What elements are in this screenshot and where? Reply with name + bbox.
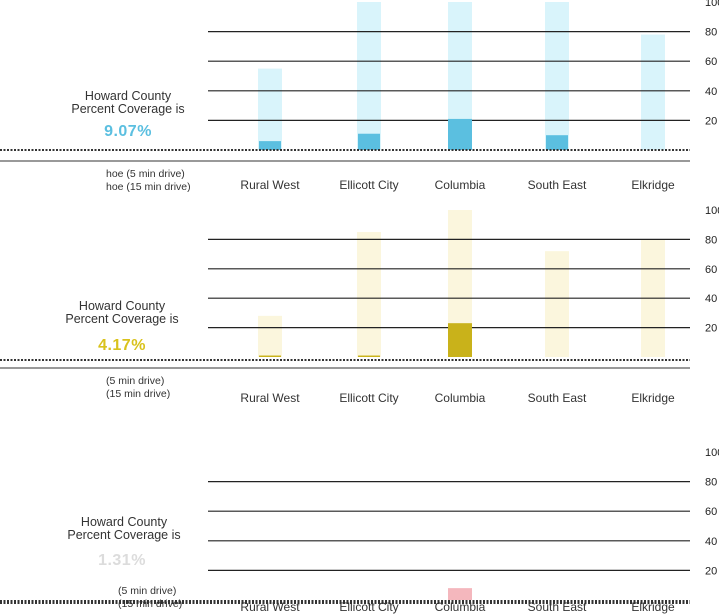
category-label: Columbia — [434, 600, 486, 614]
bar-15min-elkridge — [641, 34, 665, 151]
y-tick-label-20: 20 — [705, 115, 717, 127]
legend-5min: hoe (5 min drive) — [106, 168, 185, 180]
coverage-label-line-2: Percent Coverage is — [71, 102, 185, 116]
coverage-label-line-2: Percent Coverage is — [65, 312, 179, 326]
chart-3-svg: 20 40 60 80 100 — [0, 447, 719, 604]
bar-5min-rural-west — [259, 141, 281, 150]
category-label: Rural West — [240, 391, 300, 405]
y-tick-label-40: 40 — [705, 293, 717, 305]
bar-15min-rural-west — [258, 315, 282, 357]
coverage-label-line-1: Howard County — [84, 89, 172, 103]
chart-panel-2: 20 40 60 80 100 Howard County Percent Covera… — [0, 205, 719, 410]
category-label: South East — [527, 178, 587, 192]
category-label: Rural West — [240, 178, 300, 192]
chart-panel-1: 20 40 60 80 100 Howard County Percent Covera… — [0, 0, 719, 205]
coverage-value: 4.17% — [98, 337, 146, 354]
bar-15min-ellicott-city — [357, 232, 381, 357]
bar-15min-south-east — [545, 251, 569, 357]
bar-5min-ellicott-city — [358, 355, 380, 357]
coverage-label-line-2: Percent Coverage is — [67, 528, 181, 542]
chart-panel-3: 20 40 60 80 100 Howard County Percent Covera… — [0, 410, 719, 614]
y-tick-label-20: 20 — [705, 565, 717, 577]
bar-15min-rural-west — [258, 68, 282, 150]
category-label: Elkridge — [631, 391, 675, 405]
y-tick-label-80: 80 — [705, 234, 717, 246]
legend-5min: (5 min drive) — [118, 585, 177, 597]
coverage-value: 1.31% — [98, 552, 146, 569]
bar-15min-ellicott-city — [357, 2, 381, 150]
y-tick-label-40: 40 — [705, 86, 717, 98]
y-tick-label-80: 80 — [705, 27, 717, 39]
bar-5min-columbia — [448, 588, 472, 600]
y-tick-label-80: 80 — [705, 477, 717, 489]
category-label: Columbia — [434, 391, 486, 405]
y-tick-label-40: 40 — [705, 536, 717, 548]
category-label: Ellicott City — [339, 600, 399, 614]
y-tick-label-60: 60 — [705, 264, 717, 276]
legend-5min: (5 min drive) — [106, 375, 165, 387]
bar-5min-south-east — [546, 135, 568, 150]
legend-15min: hoe (15 min drive) — [106, 181, 191, 193]
coverage-value: 9.07% — [104, 123, 152, 140]
chart-2-svg: 20 40 60 80 100 — [0, 205, 719, 369]
bar-5min-columbia — [448, 323, 472, 357]
bar-5min-columbia — [448, 118, 472, 150]
category-label: Rural West — [240, 600, 300, 614]
legend-15min: (15 min drive) — [118, 598, 183, 610]
legend-15min: (15 min drive) — [106, 388, 171, 400]
category-label: Elkridge — [631, 600, 675, 614]
y-tick-label-100: 100 — [705, 0, 719, 9]
category-label: Ellicott City — [339, 391, 399, 405]
category-label: South East — [527, 600, 587, 614]
y-tick-label-100: 100 — [705, 205, 719, 217]
chart-1-svg: 20 40 60 80 100 — [0, 0, 719, 162]
y-tick-label-20: 20 — [705, 323, 717, 335]
bar-5min-rural-west — [259, 355, 281, 357]
bar-5min-ellicott-city — [358, 133, 380, 150]
category-label: Ellicott City — [339, 178, 399, 192]
category-label: South East — [527, 391, 587, 405]
bar-15min-south-east — [545, 2, 569, 150]
category-label: Elkridge — [631, 178, 675, 192]
y-tick-label-100: 100 — [705, 447, 719, 459]
coverage-label-line-1: Howard County — [78, 299, 166, 313]
y-tick-label-60: 60 — [705, 56, 717, 68]
coverage-label-line-1: Howard County — [80, 515, 168, 529]
category-label: Columbia — [434, 178, 486, 192]
y-tick-label-60: 60 — [705, 506, 717, 518]
